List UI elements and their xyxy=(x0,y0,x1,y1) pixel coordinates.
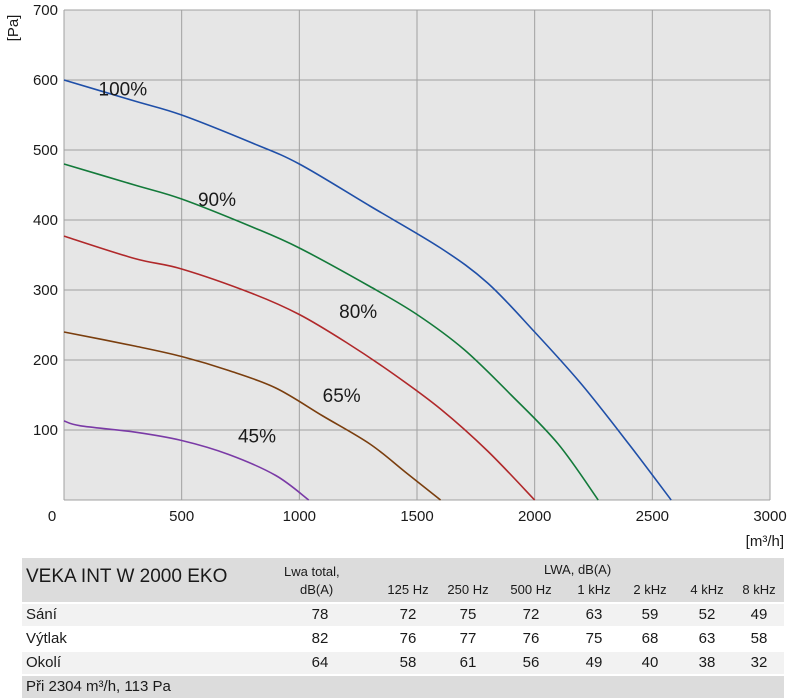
y-tick-label: 100 xyxy=(33,422,58,439)
lwa-band-value: 61 xyxy=(459,654,477,671)
y-tick-label: 600 xyxy=(33,72,58,89)
frequency-header: 8 kHz xyxy=(742,582,776,597)
y-tick-label: 200 xyxy=(33,352,58,369)
curve-80pct xyxy=(63,235,536,501)
lwa-band-value: 52 xyxy=(698,606,716,623)
y-tick-label: 700 xyxy=(33,2,58,19)
curve-label: 80% xyxy=(339,302,377,323)
curve-labels: 100% 90% 80% 65% 45% xyxy=(99,79,378,447)
lwa-band-value: 38 xyxy=(698,654,716,671)
curve-label: 100% xyxy=(99,79,148,100)
x-tick-label: 3000 xyxy=(753,508,786,525)
lwa-band-value: 56 xyxy=(522,654,540,671)
lwa-band-value: 68 xyxy=(641,630,659,647)
frequency-header: 4 kHz xyxy=(690,582,724,597)
frequency-header: 1 kHz xyxy=(577,582,611,597)
lwa-band-value: 40 xyxy=(641,654,659,671)
frequency-headers: 125 Hz 250 Hz 500 Hz 1 kHz 2 kHz 4 kHz 8 kHz xyxy=(22,582,784,600)
y-tick-label: 500 xyxy=(33,142,58,159)
x-axis-ticks: 0 500 1000 1500 2000 2500 3000 xyxy=(48,508,787,525)
frequency-header: 125 Hz xyxy=(387,582,429,597)
y-axis-label: [Pa] xyxy=(5,15,22,42)
frequency-header: 250 Hz xyxy=(447,582,489,597)
lwa-total-value: 64 xyxy=(311,654,329,671)
lwa-total-header-line1: Lwa total, xyxy=(284,564,340,579)
lwa-band-value: 63 xyxy=(585,606,603,623)
curve-90pct xyxy=(63,163,599,501)
lwa-total-value: 78 xyxy=(311,606,329,623)
lwa-band-value: 75 xyxy=(459,606,477,623)
frequency-header: 2 kHz xyxy=(633,582,667,597)
x-tick-label: 2500 xyxy=(636,508,669,525)
curve-45pct xyxy=(63,420,310,501)
x-tick-label: 2000 xyxy=(518,508,551,525)
x-axis-label: [m³/h] xyxy=(746,533,784,550)
lwa-total-value: 82 xyxy=(311,630,329,647)
product-name: VEKA INT W 2000 EKO xyxy=(26,566,228,587)
x-tick-label: 1000 xyxy=(283,508,316,525)
row-label: Okolí xyxy=(26,654,62,671)
table-row: Okolí 64 58 61 56 49 40 38 32 xyxy=(22,652,784,674)
table-row: Sání 78 72 75 72 63 59 52 49 xyxy=(22,604,784,626)
table-footer: Při 2304 m³/h, 113 Pa xyxy=(22,676,784,698)
fan-curve-chart: 100 200 300 400 500 600 700 0 500 1000 1500 2000 25… xyxy=(5,2,787,550)
lwa-header: LWA, dB(A) xyxy=(544,562,612,577)
lwa-band-value: 76 xyxy=(522,630,540,647)
operating-point: Při 2304 m³/h, 113 Pa xyxy=(26,678,171,695)
lwa-total-header-line2: dB(A) xyxy=(300,582,334,597)
lwa-band-value: 59 xyxy=(641,606,659,623)
lwa-band-value: 49 xyxy=(585,654,603,671)
x-tick-label: 1500 xyxy=(400,508,433,525)
curve-label: 90% xyxy=(198,190,236,211)
lwa-band-value: 58 xyxy=(399,654,417,671)
lwa-band-value: 49 xyxy=(750,606,768,623)
fan-curves xyxy=(63,79,672,501)
y-tick-label: 300 xyxy=(33,282,58,299)
lwa-band-value: 32 xyxy=(750,654,768,671)
x-tick-label: 0 xyxy=(48,508,56,525)
x-tick-label: 500 xyxy=(169,508,194,525)
lwa-band-value: 75 xyxy=(585,630,603,647)
grid-lines xyxy=(63,9,771,501)
lwa-band-value: 72 xyxy=(522,606,540,623)
table-header: VEKA INT W 2000 EKO Lwa total, dB(A) LWA… xyxy=(22,558,784,602)
row-label: Výtlak xyxy=(26,630,67,647)
y-tick-label: 400 xyxy=(33,212,58,229)
y-axis-ticks: 100 200 300 400 500 600 700 xyxy=(33,2,58,439)
lwa-band-value: 72 xyxy=(399,606,417,623)
lwa-band-value: 76 xyxy=(399,630,417,647)
curve-100pct xyxy=(63,79,672,501)
curve-65pct xyxy=(63,331,442,501)
curve-label: 45% xyxy=(238,427,276,448)
table-row: Výtlak 82 76 77 76 75 68 63 58 xyxy=(22,628,784,650)
lwa-band-value: 77 xyxy=(459,630,477,647)
lwa-band-value: 58 xyxy=(750,630,768,647)
row-label: Sání xyxy=(26,606,57,623)
lwa-band-value: 63 xyxy=(698,630,716,647)
frequency-header: 500 Hz xyxy=(510,582,552,597)
curve-label: 65% xyxy=(323,386,361,407)
